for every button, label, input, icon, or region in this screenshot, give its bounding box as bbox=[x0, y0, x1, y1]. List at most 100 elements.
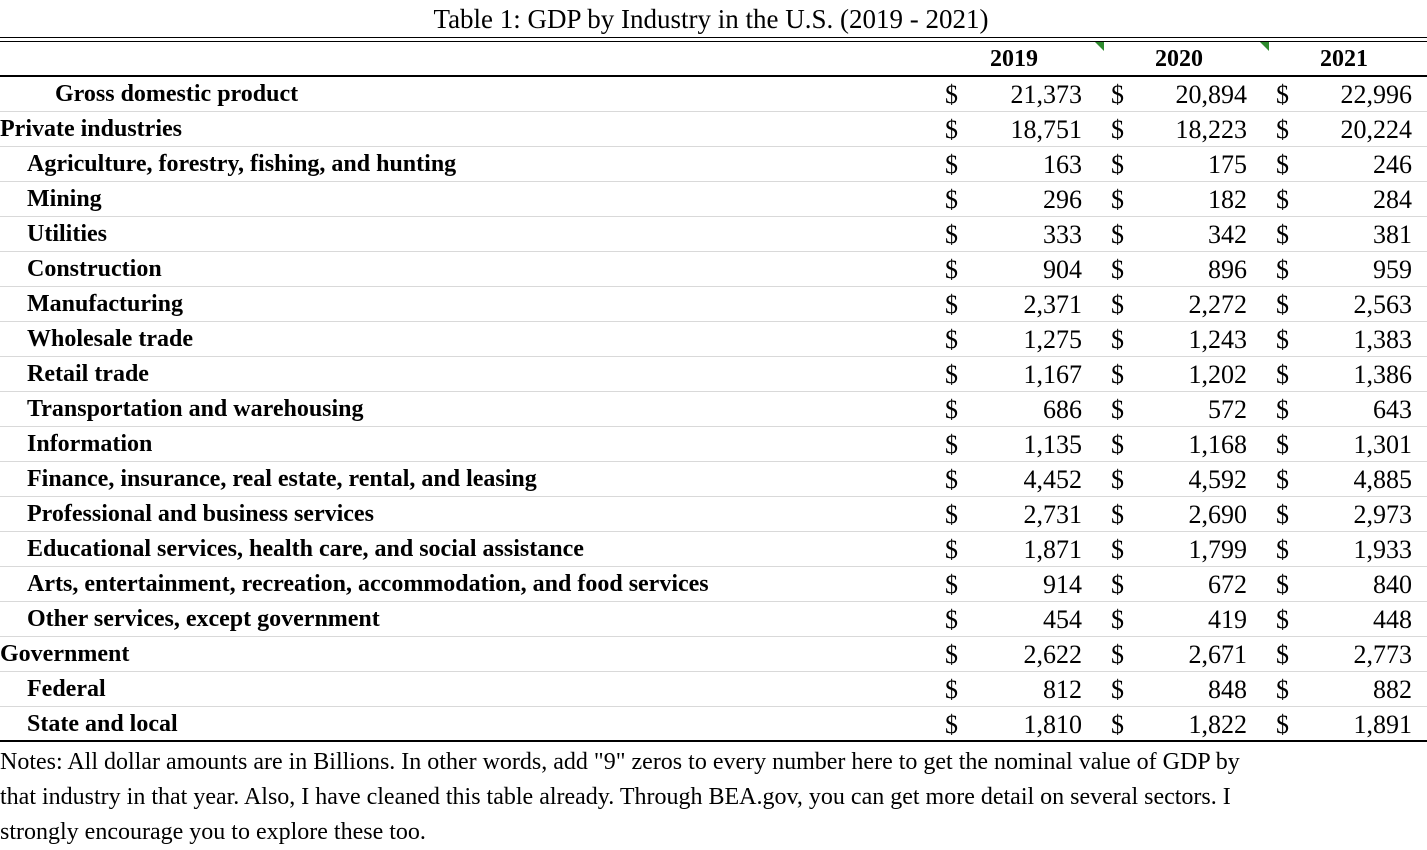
value-2019: 1,871 bbox=[1023, 535, 1083, 564]
currency-symbol: $ bbox=[1111, 150, 1124, 179]
value-2021: 2,773 bbox=[1353, 640, 1413, 669]
table-row: Retail trade $1,167 $1,202 $1,386 bbox=[0, 357, 1427, 392]
value-2020: 182 bbox=[1208, 185, 1247, 214]
currency-symbol: $ bbox=[1111, 395, 1124, 424]
table-row: Information $1,135 $1,168 $1,301 bbox=[0, 427, 1427, 462]
currency-symbol: $ bbox=[1276, 605, 1289, 634]
currency-symbol: $ bbox=[1111, 80, 1124, 109]
value-2020: 1,202 bbox=[1188, 360, 1248, 389]
table-row: Manufacturing $2,371 $2,272 $2,563 bbox=[0, 287, 1427, 322]
value-2020: 1,822 bbox=[1188, 710, 1248, 739]
value-2021: 448 bbox=[1373, 605, 1412, 634]
currency-symbol: $ bbox=[1276, 185, 1289, 214]
row-label: Gross domestic product bbox=[55, 81, 299, 107]
value-2021: 284 bbox=[1373, 185, 1412, 214]
table-row: Other services, except government $454 $41… bbox=[0, 602, 1427, 637]
value-2021: 882 bbox=[1373, 675, 1412, 704]
top-double-rule-upper bbox=[0, 37, 1427, 38]
row-label: Information bbox=[27, 431, 153, 457]
value-2021: 1,933 bbox=[1353, 535, 1413, 564]
currency-symbol: $ bbox=[1111, 570, 1124, 599]
currency-symbol: $ bbox=[1276, 115, 1289, 144]
currency-symbol: $ bbox=[1276, 640, 1289, 669]
table-row: Agriculture, forestry, fishing, and hunt… bbox=[0, 147, 1427, 182]
value-2021: 1,386 bbox=[1353, 360, 1413, 389]
value-2021: 1,301 bbox=[1353, 430, 1413, 459]
currency-symbol: $ bbox=[1276, 325, 1289, 354]
value-2019: 18,751 bbox=[1010, 115, 1083, 144]
table-row: Private industries $18,751 $18,223 $20,224 bbox=[0, 112, 1427, 147]
value-2019: 904 bbox=[1043, 255, 1082, 284]
value-2020: 848 bbox=[1208, 675, 1247, 704]
currency-symbol: $ bbox=[1111, 185, 1124, 214]
currency-symbol: $ bbox=[1111, 115, 1124, 144]
currency-symbol: $ bbox=[945, 325, 958, 354]
notes-line: strongly encourage you to explore these … bbox=[0, 819, 426, 845]
row-label: Agriculture, forestry, fishing, and hunt… bbox=[27, 151, 457, 177]
value-2019: 2,622 bbox=[1023, 640, 1083, 669]
currency-symbol: $ bbox=[945, 500, 958, 529]
currency-symbol: $ bbox=[945, 255, 958, 284]
gdp-table-body: Gross domestic product $21,373 $20,894 $22,… bbox=[0, 77, 1427, 742]
value-2020: 896 bbox=[1208, 255, 1247, 284]
currency-symbol: $ bbox=[1111, 430, 1124, 459]
value-2019: 4,452 bbox=[1023, 465, 1083, 494]
currency-symbol: $ bbox=[1111, 360, 1124, 389]
row-label: State and local bbox=[27, 711, 178, 737]
cell-comment-flag-icon[interactable] bbox=[1260, 42, 1269, 51]
currency-symbol: $ bbox=[1276, 80, 1289, 109]
value-2020: 572 bbox=[1208, 395, 1247, 424]
value-2021: 959 bbox=[1373, 255, 1412, 284]
row-label: Construction bbox=[27, 256, 162, 282]
value-2019: 812 bbox=[1043, 675, 1082, 704]
table-row: Gross domestic product $21,373 $20,894 $22,… bbox=[0, 77, 1427, 112]
currency-symbol: $ bbox=[945, 465, 958, 494]
value-2020: 1,168 bbox=[1188, 430, 1248, 459]
currency-symbol: $ bbox=[945, 640, 958, 669]
table-row: State and local $1,810 $1,822 $1,891 bbox=[0, 707, 1427, 742]
row-label: Utilities bbox=[27, 221, 107, 247]
row-label: Government bbox=[0, 641, 130, 667]
table-row: Wholesale trade $1,275 $1,243 $1,383 bbox=[0, 322, 1427, 357]
currency-symbol: $ bbox=[1276, 360, 1289, 389]
year-header-row: 2019 2020 2021 bbox=[0, 42, 1427, 75]
table-title: Table 1: GDP by Industry in the U.S. (20… bbox=[433, 4, 989, 34]
notes-line: that industry in that year. Also, I have… bbox=[0, 784, 1231, 810]
value-2020: 175 bbox=[1208, 150, 1247, 179]
notes-line: Notes: All dollar amounts are in Billion… bbox=[0, 749, 1240, 775]
currency-symbol: $ bbox=[945, 115, 958, 144]
year-header-2019: 2019 bbox=[990, 46, 1038, 72]
row-label: Other services, except government bbox=[27, 606, 380, 632]
top-double-rule-lower bbox=[0, 41, 1427, 42]
value-2020: 672 bbox=[1208, 570, 1247, 599]
currency-symbol: $ bbox=[945, 185, 958, 214]
value-2021: 22,996 bbox=[1340, 80, 1413, 109]
value-2019: 2,371 bbox=[1023, 290, 1083, 319]
table-row: Federal $812 $848 $882 bbox=[0, 672, 1427, 707]
currency-symbol: $ bbox=[1276, 150, 1289, 179]
currency-symbol: $ bbox=[1276, 255, 1289, 284]
value-2020: 2,671 bbox=[1188, 640, 1248, 669]
table-row: Finance, insurance, real estate, rental,… bbox=[0, 462, 1427, 497]
currency-symbol: $ bbox=[1276, 290, 1289, 319]
currency-symbol: $ bbox=[1276, 570, 1289, 599]
cell-comment-flag-icon[interactable] bbox=[1095, 42, 1104, 51]
value-2019: 1,167 bbox=[1023, 360, 1083, 389]
value-2021: 20,224 bbox=[1340, 115, 1413, 144]
row-label: Arts, entertainment, recreation, accommo… bbox=[27, 571, 709, 597]
currency-symbol: $ bbox=[1111, 640, 1124, 669]
currency-symbol: $ bbox=[1111, 675, 1124, 704]
currency-symbol: $ bbox=[1276, 465, 1289, 494]
currency-symbol: $ bbox=[945, 360, 958, 389]
table-row: Construction $904 $896 $959 bbox=[0, 252, 1427, 287]
table-row: Professional and business services $2,731… bbox=[0, 497, 1427, 532]
row-label: Transportation and warehousing bbox=[27, 396, 364, 422]
value-2020: 1,243 bbox=[1188, 325, 1248, 354]
value-2020: 20,894 bbox=[1175, 80, 1248, 109]
row-label: Private industries bbox=[0, 116, 182, 142]
year-header-2021: 2021 bbox=[1320, 46, 1368, 72]
currency-symbol: $ bbox=[945, 535, 958, 564]
row-label: Mining bbox=[27, 186, 102, 212]
value-2019: 454 bbox=[1043, 605, 1082, 634]
currency-symbol: $ bbox=[945, 710, 958, 739]
